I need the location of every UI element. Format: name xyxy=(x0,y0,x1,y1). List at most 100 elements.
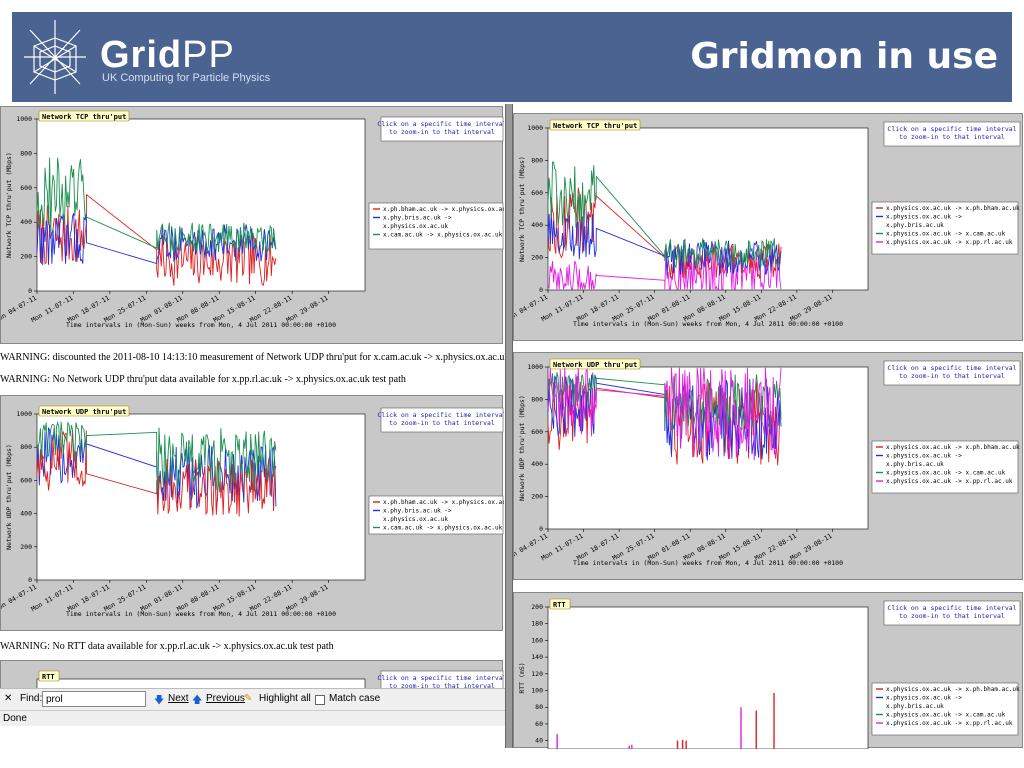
zoom-hint-text: to zoom-in to that interval xyxy=(899,372,1005,380)
udp-throughput-chart-left[interactable]: Network UDP thru'put Click on a specific … xyxy=(0,396,505,632)
y-tick-label: 1000 xyxy=(16,410,32,418)
legend-entry: x.physics.ox.ac.uk xyxy=(383,516,448,523)
arrow-down-icon: 🡇 xyxy=(154,695,165,706)
match-case-label: Match case xyxy=(329,693,381,704)
warning-text: WARNING: discounted the 2011-08-10 14:13… xyxy=(0,352,505,363)
warning-text: WARNING: No RTT data available for x.pp.… xyxy=(0,641,334,652)
y-tick-label: 1000 xyxy=(16,115,32,123)
highlight-all-button[interactable]: Highlight all xyxy=(259,693,311,704)
y-tick-label: 600 xyxy=(531,428,543,436)
y-tick-label: 60 xyxy=(535,720,543,728)
chart-panel-left-udp[interactable]: Network UDP thru'put Click on a specific … xyxy=(0,395,505,632)
y-tick-label: 800 xyxy=(20,149,32,157)
chart-title-box xyxy=(549,119,641,131)
legend-entry: x.physics.ox.ac.uk -> x.ph.bham.ac.uk xyxy=(886,686,1020,693)
legend-entry: x.physics.ox.ac.uk -> xyxy=(886,214,962,221)
x-axis-label: Time intervals in (Mon-Sun) weeks from M… xyxy=(573,320,843,328)
y-tick-label: 600 xyxy=(20,184,32,192)
legend-entry: x.ph.bham.ac.uk -> x.physics.ox.ac xyxy=(383,499,504,506)
legend-box xyxy=(871,201,1019,255)
zoom-hint-box xyxy=(380,407,504,433)
series-line xyxy=(36,421,277,493)
series-line xyxy=(547,367,782,461)
legend-entry: x.physics.ox.ac.uk -> xyxy=(886,453,962,460)
x-axis-label: Time intervals in (Mon-Sun) weeks from M… xyxy=(66,610,336,618)
y-axis-label: RTT (mS) xyxy=(518,662,526,693)
legend-box xyxy=(368,202,504,250)
zoom-hint-text: to zoom-in to that interval xyxy=(899,612,1005,620)
legend-box xyxy=(871,440,1019,494)
udp-throughput-chart-right[interactable]: Network UDP thru'put Click on a specific … xyxy=(504,353,1024,581)
y-tick-label: 80 xyxy=(535,703,543,711)
plot-area xyxy=(547,606,869,750)
y-axis-label: Network TCP thru'put (Mbps) xyxy=(5,152,13,258)
chart-panel-right-tcp[interactable]: Network TCP thru'put Click on a specific … xyxy=(504,113,1024,342)
chart-title-box xyxy=(38,110,130,122)
zoom-hint-text: Click on a specific time interval xyxy=(377,674,504,682)
tcp-throughput-chart-left[interactable]: Network TCP thru'put Click on a specific … xyxy=(0,107,505,345)
find-bar: ✕ Find: 🡇 Next 🡅 Previous ✎ Highlight al… xyxy=(0,688,505,710)
chart-title: Network UDP thru'put xyxy=(553,361,637,369)
legend-entry: x.physics.ox.ac.uk -> x.cam.ac.uk xyxy=(886,712,1006,719)
chart-panel-left-tcp[interactable]: Network TCP thru'put Click on a specific … xyxy=(0,106,505,345)
y-tick-label: 160 xyxy=(531,636,543,644)
y-tick-label: 40 xyxy=(535,737,543,745)
chart-title: Network UDP thru'put xyxy=(42,408,126,416)
browser-window-left: Network TCP thru'put Click on a specific … xyxy=(0,104,505,744)
window-divider xyxy=(505,104,513,748)
slide-title: Gridmon in use xyxy=(690,36,998,77)
legend-entry: x.physics.ox.ac.uk xyxy=(383,223,448,230)
legend-entry: x.physics.ox.ac.uk -> x.pp.rl.ac.uk xyxy=(886,720,1013,727)
gridpp-logo-text: GridPP xyxy=(100,34,235,76)
y-tick-label: 1000 xyxy=(527,124,543,132)
logo-tagline: UK Computing for Particle Physics xyxy=(102,72,271,84)
legend-entry: x.phy.bris.ac.uk xyxy=(886,461,944,468)
chart-title-box xyxy=(38,405,130,417)
legend-entry: x.physics.ox.ac.uk -> x.ph.bham.ac.uk xyxy=(886,205,1020,212)
series-line xyxy=(36,429,277,517)
y-tick-label: 400 xyxy=(531,460,543,468)
slide-header: GridPP UK Computing for Particle Physics… xyxy=(12,12,1012,102)
tcp-throughput-chart-right[interactable]: Network TCP thru'put Click on a specific … xyxy=(504,114,1024,342)
legend-entry: x.cam.ac.uk -> x.physics.ox.ac.uk xyxy=(383,525,503,532)
close-find-icon[interactable]: ✕ xyxy=(4,693,13,704)
find-previous-button[interactable]: Previous xyxy=(206,693,245,704)
legend-entry: x.physics.ox.ac.uk -> x.cam.ac.uk xyxy=(886,470,1006,477)
zoom-hint-box xyxy=(883,360,1021,386)
y-tick-label: 1000 xyxy=(527,363,543,371)
zoom-hint-text: to zoom-in to that interval xyxy=(899,133,1005,141)
highlighter-icon: ✎ xyxy=(244,693,253,704)
chart-title-box xyxy=(549,598,571,610)
legend-entry: x.phy.bris.ac.uk -> xyxy=(383,215,452,222)
chart-title: RTT xyxy=(42,673,55,681)
series-line xyxy=(547,374,782,461)
chart-panel-right-udp[interactable]: Network UDP thru'put Click on a specific … xyxy=(504,352,1024,581)
find-next-button[interactable]: Next xyxy=(168,693,189,704)
zoom-hint-text: Click on a specific time interval xyxy=(377,120,504,128)
match-case-checkbox[interactable] xyxy=(315,695,325,705)
chart-panel-right-rtt[interactable]: RTT Click on a specific time interval to z… xyxy=(513,592,1024,750)
x-axis-label: Time intervals in (Mon-Sun) weeks from M… xyxy=(66,321,336,329)
x-axis-label: Time intervals in (Mon-Sun) weeks from M… xyxy=(573,559,843,567)
y-tick-label: 600 xyxy=(531,189,543,197)
zoom-hint-text: Click on a specific time interval xyxy=(887,364,1016,372)
y-tick-label: 200 xyxy=(20,253,32,261)
y-tick-label: 100 xyxy=(531,687,543,695)
y-tick-label: 0 xyxy=(28,576,32,584)
y-tick-label: 400 xyxy=(20,218,32,226)
y-tick-label: 800 xyxy=(531,395,543,403)
y-tick-label: 200 xyxy=(531,254,543,262)
y-tick-label: 200 xyxy=(531,603,543,611)
zoom-hint-text: to zoom-in to that interval xyxy=(389,128,495,136)
find-input[interactable] xyxy=(42,691,146,707)
chart-title: Network TCP thru'put xyxy=(553,122,637,130)
zoom-hint-box xyxy=(883,121,1021,147)
legend-box xyxy=(368,495,504,535)
legend-entry: x.physics.ox.ac.uk -> x.pp.rl.ac.uk xyxy=(886,478,1013,485)
zoom-hint-box xyxy=(883,600,1021,626)
legend-entry: x.physics.ox.ac.uk -> x.cam.ac.uk xyxy=(886,231,1006,238)
zoom-hint-text: Click on a specific time interval xyxy=(887,604,1016,612)
chart-title: RTT xyxy=(553,601,566,609)
find-label: Find: xyxy=(20,693,43,704)
